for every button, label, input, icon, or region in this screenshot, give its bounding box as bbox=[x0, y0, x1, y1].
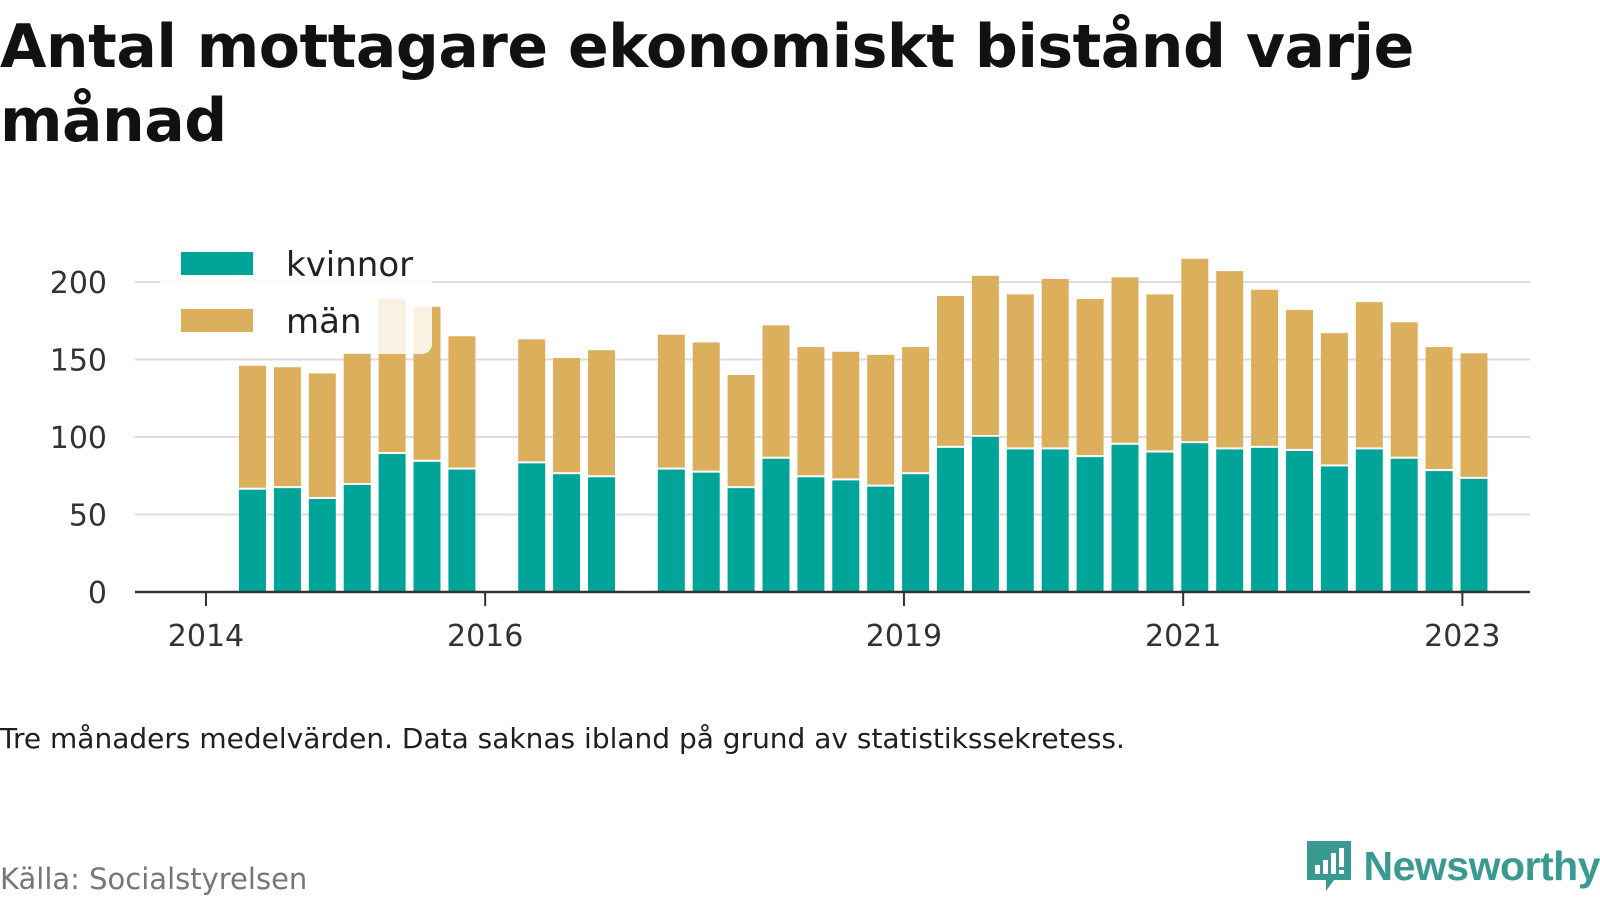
bar-kvinnor bbox=[1251, 447, 1279, 592]
newsworthy-logo-text: Newsworthy bbox=[1363, 842, 1600, 889]
bar-kvinnor bbox=[1006, 449, 1034, 592]
y-tick-label: 200 bbox=[50, 266, 107, 301]
bar-kvinnor bbox=[343, 485, 371, 592]
bar-man bbox=[832, 351, 860, 479]
y-tick-label: 150 bbox=[50, 344, 107, 379]
bar-man bbox=[1181, 258, 1209, 442]
bar-kvinnor bbox=[1460, 478, 1488, 592]
bar-man bbox=[448, 336, 476, 468]
bar-man bbox=[1076, 299, 1104, 456]
bar-kvinnor bbox=[588, 477, 615, 592]
bar-man bbox=[937, 295, 964, 446]
bar-man bbox=[1006, 294, 1034, 448]
bar-man bbox=[797, 347, 825, 476]
bar-kvinnor bbox=[971, 437, 999, 592]
bar-kvinnor bbox=[727, 488, 755, 592]
chart-note: Tre månaders medelvärden. Data saknas ib… bbox=[0, 722, 1125, 755]
bar-man bbox=[588, 350, 615, 476]
newsworthy-logo-icon bbox=[1306, 841, 1351, 891]
bar-kvinnor bbox=[1355, 449, 1383, 592]
x-tick-label: 2016 bbox=[447, 619, 523, 654]
bar-man bbox=[1041, 278, 1069, 448]
bar-kvinnor bbox=[657, 469, 685, 592]
legend-swatch-kvinnor bbox=[181, 252, 253, 275]
bar-kvinnor bbox=[832, 480, 860, 592]
bar-kvinnor bbox=[1111, 444, 1139, 592]
bar-kvinnor bbox=[413, 461, 441, 592]
bar-man bbox=[239, 365, 266, 488]
bar-man bbox=[1355, 302, 1383, 448]
y-tick-label: 100 bbox=[50, 421, 107, 456]
bar-kvinnor bbox=[797, 477, 825, 592]
legend: kvinnor män bbox=[160, 232, 432, 354]
bar-man bbox=[273, 367, 301, 487]
bar-kvinnor bbox=[1181, 443, 1209, 592]
x-tick-label: 2023 bbox=[1424, 619, 1500, 654]
stacked-bar-chart: 0 50 100 150 200 2014 2016 2019 2021 2023 kvinno… bbox=[49, 232, 1530, 654]
x-tick-label: 2019 bbox=[866, 619, 942, 654]
bar-kvinnor bbox=[518, 463, 546, 592]
bar-kvinnor bbox=[1216, 449, 1244, 592]
bar-man bbox=[1390, 322, 1418, 457]
y-axis-ticks: 0 50 100 150 200 bbox=[50, 266, 107, 611]
x-axis-ticks: 2014 2016 2019 2021 2023 bbox=[168, 592, 1501, 654]
bar-kvinnor bbox=[1320, 466, 1348, 592]
bar-kvinnor bbox=[1146, 452, 1174, 592]
bar-man bbox=[308, 373, 336, 497]
bar-man bbox=[1286, 309, 1313, 449]
bar-kvinnor bbox=[1390, 458, 1418, 592]
bar-kvinnor bbox=[762, 458, 790, 592]
bar-kvinnor bbox=[1041, 449, 1069, 592]
x-tick-label: 2021 bbox=[1145, 619, 1221, 654]
bar-man bbox=[727, 375, 755, 487]
bar-kvinnor bbox=[273, 488, 301, 592]
bar-man bbox=[657, 334, 685, 468]
bar-man bbox=[1460, 353, 1488, 477]
bar-man bbox=[518, 339, 546, 462]
bar-man bbox=[1216, 271, 1244, 448]
bar-man bbox=[1251, 289, 1279, 446]
legend-swatch-man bbox=[181, 309, 253, 332]
y-tick-label: 0 bbox=[88, 576, 107, 611]
bar-man bbox=[1146, 294, 1174, 451]
bar-kvinnor bbox=[1286, 450, 1313, 592]
y-tick-label: 50 bbox=[69, 499, 107, 534]
bar-kvinnor bbox=[1425, 471, 1453, 592]
chart-title: Antal mottagare ekonomiskt bistånd varje… bbox=[0, 12, 1414, 156]
bar-man bbox=[902, 347, 930, 473]
bar-man bbox=[1425, 347, 1453, 470]
bar-man bbox=[692, 342, 720, 471]
bar-kvinnor bbox=[902, 474, 930, 592]
bar-man bbox=[343, 353, 371, 484]
bar-kvinnor bbox=[937, 447, 964, 592]
bar-kvinnor bbox=[1076, 457, 1104, 592]
bar-kvinnor bbox=[378, 454, 406, 592]
bar-kvinnor bbox=[239, 489, 266, 592]
newsworthy-logo[interactable]: Newsworthy bbox=[1304, 838, 1600, 894]
legend-label-kvinnor: kvinnor bbox=[286, 245, 413, 285]
bar-man bbox=[971, 275, 999, 435]
bar-man bbox=[867, 354, 895, 485]
bar-man bbox=[762, 325, 790, 457]
bar-kvinnor bbox=[448, 469, 476, 592]
source-credit: Källa: Socialstyrelsen bbox=[0, 862, 308, 896]
bar-kvinnor bbox=[867, 486, 895, 592]
bar-man bbox=[1111, 277, 1139, 443]
x-tick-label: 2014 bbox=[168, 619, 244, 654]
bar-man bbox=[553, 357, 581, 473]
bar-kvinnor bbox=[692, 472, 720, 592]
bar-kvinnor bbox=[553, 474, 581, 592]
bar-kvinnor bbox=[308, 499, 336, 592]
legend-label-man: män bbox=[286, 302, 362, 342]
bar-man bbox=[1320, 333, 1348, 465]
bars bbox=[239, 258, 1488, 592]
